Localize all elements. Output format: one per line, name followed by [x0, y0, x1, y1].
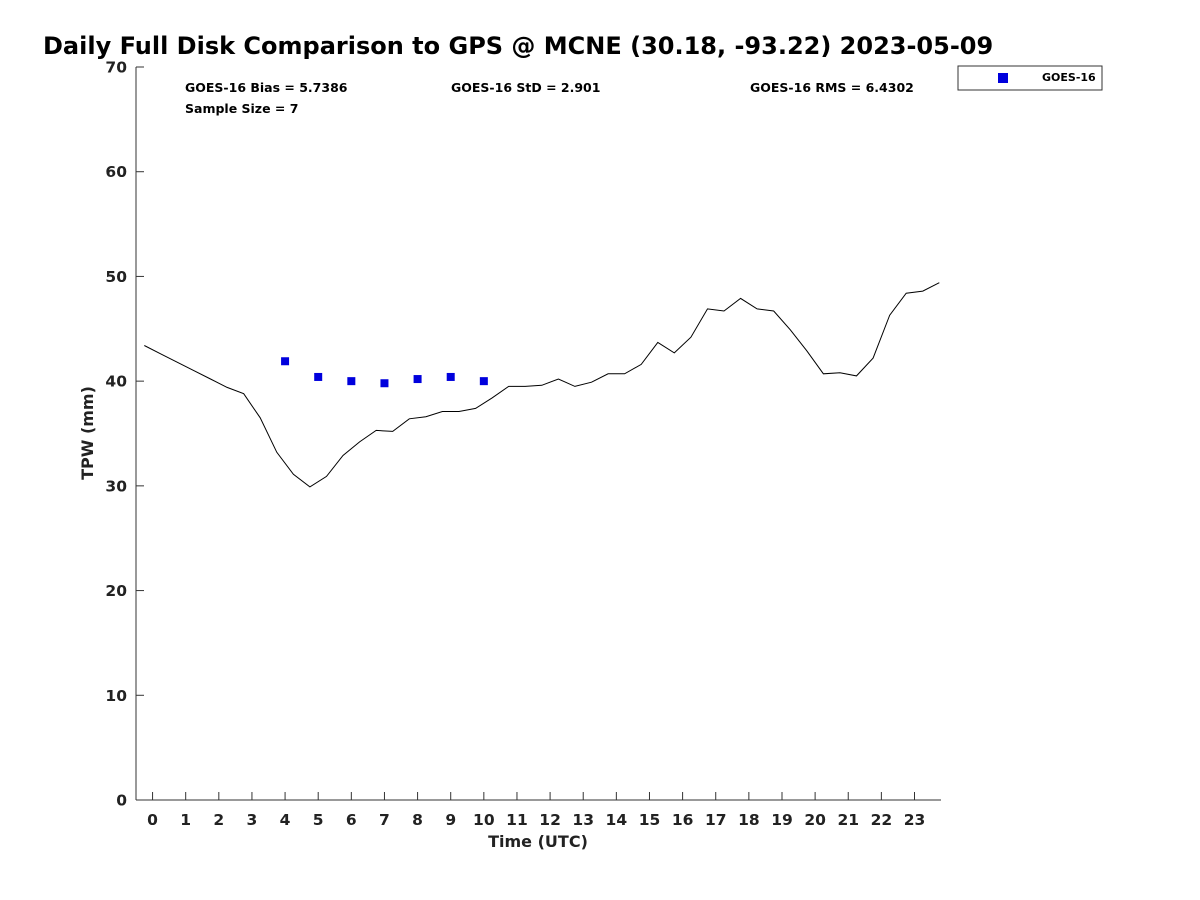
x-tick-label: 2: [213, 811, 224, 829]
x-tick-label: 22: [871, 811, 893, 829]
legend-swatch-goes-16: [998, 73, 1008, 83]
y-axis-label: TPW (mm): [78, 386, 97, 480]
x-tick-label: 12: [539, 811, 561, 829]
legend-box: [957, 65, 1103, 91]
x-tick-label: 19: [771, 811, 793, 829]
x-tick-label: 23: [904, 811, 926, 829]
goes-16-point: [281, 357, 290, 366]
x-tick-label: 4: [280, 811, 291, 829]
goes-16-point: [479, 377, 488, 386]
goes-16-point: [446, 372, 455, 381]
x-tick-label: 21: [837, 811, 859, 829]
gps-tpw-line: [144, 282, 940, 488]
x-tick-label: 20: [804, 811, 826, 829]
plot-area: [135, 67, 941, 801]
sample-size-stat: Sample Size = 7: [185, 101, 298, 116]
y-tick-label: 30: [105, 477, 127, 495]
goes-16-point: [347, 377, 356, 386]
y-tick-label: 10: [105, 687, 127, 705]
legend: GOES-16: [957, 65, 1103, 91]
x-tick-label: 17: [705, 811, 727, 829]
rms-stat: GOES-16 RMS = 6.4302: [750, 80, 914, 95]
x-tick-label: 16: [672, 811, 694, 829]
x-tick-label: 11: [506, 811, 528, 829]
x-tick-label: 9: [445, 811, 456, 829]
y-axis-ticks: 0 10 20 30 40 50 60 70: [105, 59, 144, 810]
y-tick-label: 60: [105, 163, 127, 181]
goes-16-point: [413, 375, 422, 384]
std-stat: GOES-16 StD = 2.901: [451, 80, 600, 95]
x-tick-label: 3: [247, 811, 258, 829]
x-tick-label: 8: [412, 811, 423, 829]
x-tick-label: 18: [738, 811, 760, 829]
goes-16-points: [281, 357, 488, 388]
goes-16-point: [314, 372, 323, 381]
y-tick-label: 70: [105, 59, 127, 77]
x-axis-ticks: 0 1 2 3 4 5 6 7 8 9 10 11 12 13 14 15 16 17 18 19 20 21 22 23: [147, 792, 925, 829]
goes-16-point: [380, 379, 389, 388]
y-tick-label: 20: [105, 582, 127, 600]
x-tick-label: 7: [379, 811, 390, 829]
x-tick-label: 15: [639, 811, 661, 829]
x-tick-label: 5: [313, 811, 324, 829]
x-tick-label: 13: [572, 811, 594, 829]
x-axis-label: Time (UTC): [488, 832, 588, 851]
x-tick-label: 6: [346, 811, 357, 829]
x-tick-label: 1: [180, 811, 191, 829]
legend-label-goes-16: GOES-16: [1042, 71, 1096, 84]
y-tick-label: 50: [105, 268, 127, 286]
y-tick-label: 40: [105, 373, 127, 391]
x-tick-label: 10: [473, 811, 495, 829]
chart-title: Daily Full Disk Comparison to GPS @ MCNE…: [43, 32, 993, 60]
x-tick-label: 0: [147, 811, 158, 829]
y-tick-label: 0: [116, 792, 127, 810]
x-tick-label: 14: [606, 811, 628, 829]
bias-stat: GOES-16 Bias = 5.7386: [185, 80, 348, 95]
